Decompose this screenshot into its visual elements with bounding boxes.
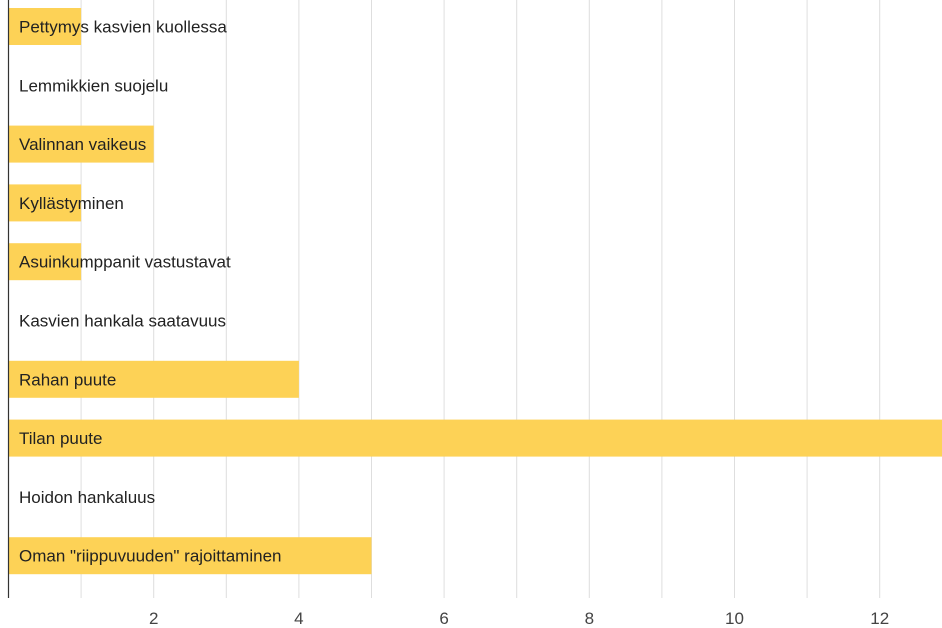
category-label-4: Asuinkumppanit vastustavat xyxy=(19,253,231,272)
bar-2 xyxy=(8,125,154,163)
category-label-9: Oman "riippuvuuden" rajoittaminen xyxy=(19,547,282,566)
bar-7 xyxy=(8,419,942,457)
category-label-5: Kasvien hankala saatavuus xyxy=(19,312,226,331)
category-label-2: Valinnan vaikeus xyxy=(19,135,146,154)
bars xyxy=(8,8,942,575)
x-tick-labels: 2 4 6 8 10 12 xyxy=(149,609,889,628)
bar-6 xyxy=(8,360,299,398)
x-tick-label-6: 6 xyxy=(439,609,448,628)
category-label-1: Lemmikkien suojelu xyxy=(19,76,168,95)
category-label-6: Rahan puute xyxy=(19,370,116,389)
x-tick-label-12: 12 xyxy=(870,609,889,628)
x-tick-label-2: 2 xyxy=(149,609,158,628)
x-tick-label-10: 10 xyxy=(725,609,744,628)
bar-0 xyxy=(8,8,82,45)
category-label-0: Pettymys kasvien kuollessa xyxy=(19,18,227,37)
grid-lines xyxy=(80,0,881,598)
bar-3 xyxy=(8,184,82,222)
bar-9 xyxy=(8,537,372,575)
category-labels: Pettymys kasvien kuollessa Lemmikkien suo… xyxy=(19,18,282,566)
category-label-3: Kyllästyminen xyxy=(19,194,124,213)
category-label-7: Tilan puute xyxy=(19,429,102,448)
category-label-8: Hoidon hankaluus xyxy=(19,488,155,507)
bar-4 xyxy=(8,243,82,281)
x-tick-label-8: 8 xyxy=(585,609,594,628)
x-tick-label-4: 4 xyxy=(294,609,303,628)
